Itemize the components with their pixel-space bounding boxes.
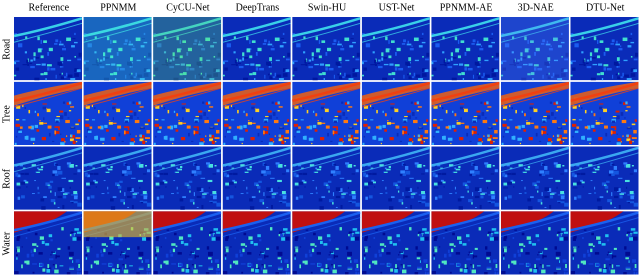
abundance-map xyxy=(431,146,500,210)
abundance-map xyxy=(153,211,222,275)
abundance-map xyxy=(292,211,361,275)
abundance-map xyxy=(222,211,291,275)
abundance-map xyxy=(361,17,430,81)
abundance-map xyxy=(14,81,83,145)
abundance-map xyxy=(292,81,361,145)
abundance-map xyxy=(292,17,361,81)
map-tint xyxy=(500,17,569,81)
row-label: Road xyxy=(1,39,12,60)
row-label: Water xyxy=(1,231,12,255)
abundance-map xyxy=(570,146,639,210)
abundance-map xyxy=(222,17,291,81)
abundance-map xyxy=(153,81,222,145)
column-label: Reference xyxy=(29,2,70,13)
column-label: Swin-HU xyxy=(308,2,347,13)
abundance-map xyxy=(431,81,500,145)
column-label: UST-Net xyxy=(379,2,415,13)
abundance-map xyxy=(14,211,83,275)
abundance-map xyxy=(361,146,430,210)
abundance-map xyxy=(570,17,639,81)
abundance-map xyxy=(361,81,430,145)
abundance-map xyxy=(153,146,222,210)
abundance-map xyxy=(500,146,569,210)
map-tint xyxy=(83,17,152,81)
column-label: DTU-Net xyxy=(586,2,625,13)
abundance-map xyxy=(361,211,430,275)
column-label: PPNMM-AE xyxy=(440,2,493,13)
row-label: Tree xyxy=(1,105,12,124)
abundance-map xyxy=(500,211,569,275)
abundance-map xyxy=(222,146,291,210)
map-tint xyxy=(83,211,152,238)
abundance-map xyxy=(83,146,152,210)
column-label: 3D-NAE xyxy=(518,2,554,13)
abundance-map xyxy=(14,146,83,210)
row-label: Roof xyxy=(1,168,12,189)
abundance-map xyxy=(570,81,639,145)
abundance-map xyxy=(14,17,83,81)
abundance-map xyxy=(431,211,500,275)
abundance-map xyxy=(292,146,361,210)
abundance-map xyxy=(222,81,291,145)
map-tint xyxy=(153,17,222,81)
column-label: CyCU-Net xyxy=(166,2,210,13)
abundance-map xyxy=(500,81,569,145)
abundance-map xyxy=(570,211,639,275)
abundance-map xyxy=(431,17,500,81)
abundance-map xyxy=(83,81,152,145)
column-label: DeepTrans xyxy=(236,2,280,13)
column-label: PPNMM xyxy=(100,2,136,13)
